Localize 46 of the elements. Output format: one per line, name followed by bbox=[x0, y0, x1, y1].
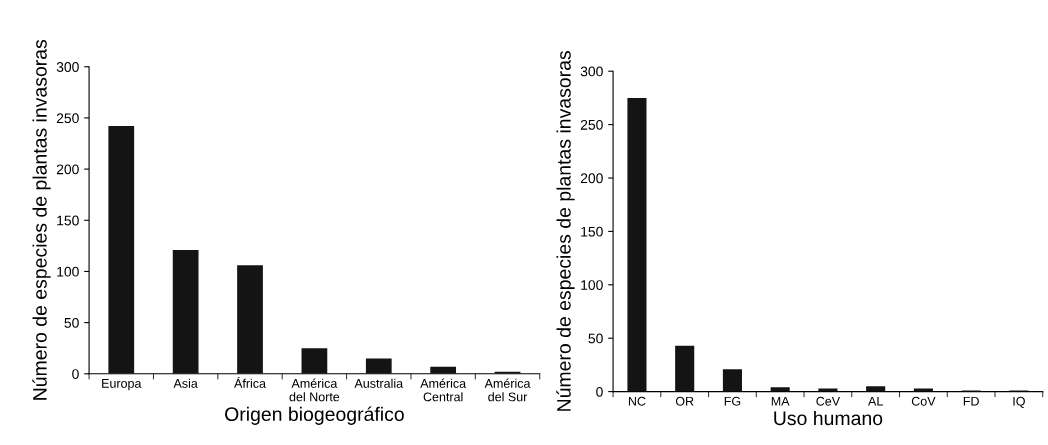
bar bbox=[913, 388, 933, 392]
y-tick-label: 300 bbox=[580, 66, 603, 77]
x-tick-label: NC bbox=[628, 396, 646, 406]
y-tick-label: 100 bbox=[57, 266, 79, 277]
y-tick-label: 50 bbox=[588, 333, 603, 344]
bar bbox=[108, 126, 135, 374]
x-tick-label: CeV bbox=[816, 396, 841, 406]
bar bbox=[770, 387, 790, 392]
bar bbox=[722, 369, 742, 392]
bar bbox=[365, 358, 392, 374]
x-axis-title: Origen biogeográfico bbox=[225, 406, 404, 425]
y-tick-label: 200 bbox=[580, 173, 603, 184]
y-tick-label: 150 bbox=[581, 226, 603, 237]
x-tick-label: Europa bbox=[102, 379, 142, 391]
y-tick-label: 250 bbox=[56, 113, 79, 124]
x-tick-label: CoV bbox=[911, 396, 936, 406]
y-tick-label: 100 bbox=[581, 280, 603, 290]
bar bbox=[675, 345, 695, 392]
bar bbox=[301, 348, 328, 374]
x-tick-label: África bbox=[234, 376, 266, 388]
x-tick-label: FD bbox=[963, 396, 979, 406]
x-tick-label: MA bbox=[771, 396, 790, 406]
y-tick-label: 0 bbox=[72, 369, 79, 379]
x-tick-label: Australia bbox=[354, 378, 404, 388]
y-tick-label: 0 bbox=[596, 386, 603, 397]
y-tick-label: 250 bbox=[580, 119, 603, 130]
y-axis-title: Número de especies de plantas invasoras bbox=[32, 39, 51, 400]
x-tick-label: América Central bbox=[420, 378, 467, 402]
x-tick-label: América del Norte bbox=[289, 378, 340, 402]
y-axis-title: Número de especies de plantas invasoras bbox=[556, 51, 575, 411]
x-tick-label: FG bbox=[724, 396, 741, 406]
bar bbox=[866, 386, 886, 392]
y-tick-label: 300 bbox=[56, 62, 79, 72]
bar bbox=[237, 265, 263, 374]
bar bbox=[818, 388, 838, 392]
x-tick-label: América del Sur bbox=[484, 378, 531, 402]
x-tick-label: AL bbox=[868, 396, 883, 406]
y-tick-label: 200 bbox=[56, 164, 79, 175]
x-tick-label: OR bbox=[675, 396, 694, 406]
x-tick-label: Asia bbox=[173, 378, 198, 388]
x-axis-title: Uso humano bbox=[774, 410, 883, 426]
y-tick-label: 150 bbox=[57, 215, 79, 226]
bar bbox=[627, 97, 647, 392]
x-tick-label: IQ bbox=[1013, 396, 1025, 408]
bar bbox=[172, 249, 199, 374]
y-tick-label: 50 bbox=[64, 317, 79, 328]
